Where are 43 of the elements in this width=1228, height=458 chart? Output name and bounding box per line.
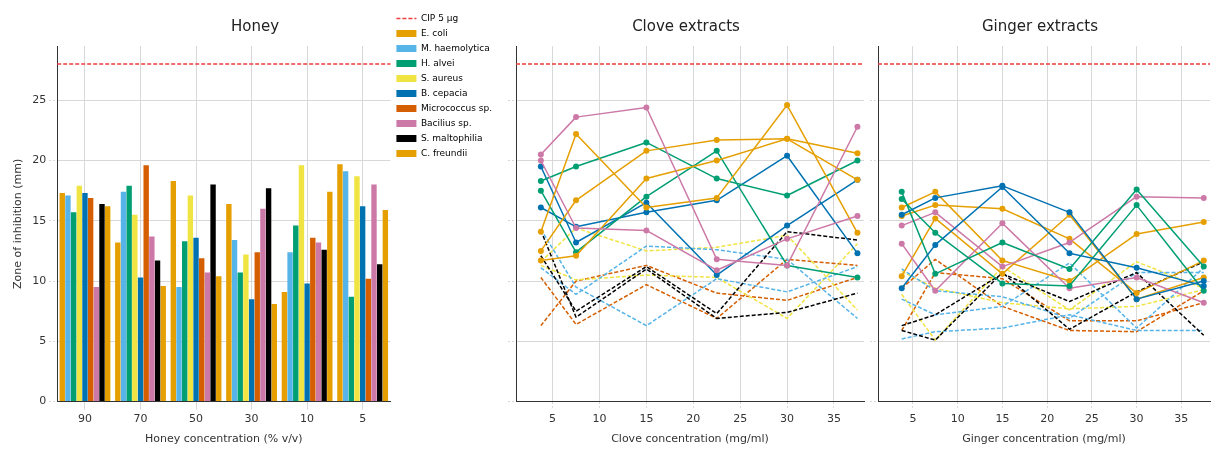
chart-title: Clove extracts bbox=[632, 16, 741, 35]
x-tick-label: 35 bbox=[826, 412, 841, 426]
x-tick-label: 10 bbox=[300, 412, 315, 426]
legend-label: B. cepacia bbox=[420, 87, 468, 98]
x-tick-label: 25 bbox=[1084, 412, 1099, 426]
y-tick-label: 10 bbox=[32, 273, 47, 287]
x-tick-label: 20 bbox=[686, 412, 701, 426]
x-tick-label: 25 bbox=[733, 412, 748, 426]
y-tick-label: 0 bbox=[39, 394, 47, 408]
x-axis-title: Clove concentration (mg/ml) bbox=[611, 432, 769, 446]
x-tick-label: 90 bbox=[77, 412, 92, 426]
x-tick-label: 30 bbox=[244, 412, 259, 426]
x-tick-label: 15 bbox=[995, 412, 1010, 426]
x-tick-label: 70 bbox=[133, 412, 148, 426]
y-tick-label: 5 bbox=[39, 334, 47, 348]
legend-label: S. maltophilia bbox=[420, 132, 483, 143]
legend-label: C. freundii bbox=[420, 147, 468, 158]
y-tick-label: 20 bbox=[32, 153, 47, 167]
x-tick-label: 10 bbox=[592, 412, 607, 426]
x-tick-label: 30 bbox=[780, 412, 795, 426]
chart-title: Honey bbox=[230, 16, 280, 35]
x-tick-label: 5 bbox=[549, 412, 557, 426]
y-tick-label: 25 bbox=[32, 93, 47, 107]
chart-title: Ginger extracts bbox=[981, 16, 1099, 35]
x-tick-label: 20 bbox=[1040, 412, 1055, 426]
legend-label: M. haemolytica bbox=[420, 42, 490, 53]
x-axis-title: Honey concentration (% v/v) bbox=[144, 432, 303, 446]
x-tick-label: 30 bbox=[1129, 412, 1144, 426]
x-tick-label: 5 bbox=[909, 412, 917, 426]
x-axis-title: Ginger concentration (mg/ml) bbox=[962, 432, 1126, 446]
legend-label: H. alvei bbox=[420, 57, 455, 68]
x-tick-label: 10 bbox=[950, 412, 965, 426]
legend-label: Micrococcus sp. bbox=[420, 102, 492, 113]
x-tick-label: 35 bbox=[1174, 412, 1189, 426]
x-tick-label: 5 bbox=[359, 412, 367, 426]
legend-label: E. coli bbox=[420, 27, 448, 38]
legend-label: CIP 5 µg bbox=[420, 12, 459, 23]
legend-label: Bacilius sp. bbox=[420, 117, 472, 128]
x-tick-label: 50 bbox=[189, 412, 204, 426]
y-axis-title: Zone of inhibition (mm) bbox=[11, 158, 25, 289]
legend-label: S. aureus bbox=[420, 72, 464, 83]
y-tick-label: 15 bbox=[32, 213, 47, 227]
x-tick-label: 15 bbox=[639, 412, 654, 426]
